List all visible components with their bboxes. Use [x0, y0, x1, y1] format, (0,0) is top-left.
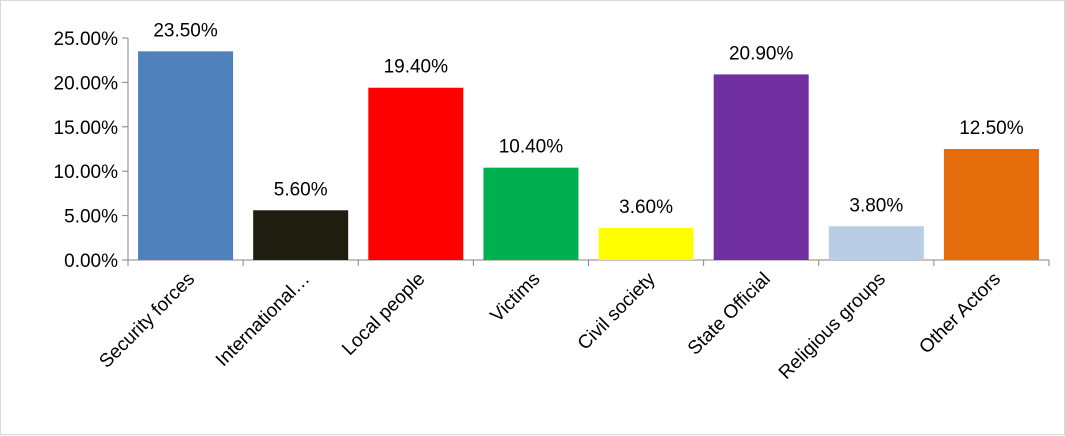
category-label: State Official: [684, 269, 775, 360]
bar: [368, 87, 464, 260]
y-axis: 0.00% 5.00% 10.00% 15.00% 20.00% 25.00%: [54, 29, 129, 272]
y-tick-label: 25.00%: [54, 29, 119, 50]
y-tick-label: 20.00%: [54, 73, 119, 94]
bar: [943, 149, 1039, 260]
category-label: Victims: [487, 269, 545, 327]
data-label: 23.50%: [153, 20, 218, 41]
data-label: 20.90%: [729, 43, 794, 64]
category-labels: Security forces International… Local peopl…: [95, 268, 1005, 383]
category-label: International…: [212, 269, 314, 371]
bars: [138, 51, 1039, 261]
category-label: Religious groups: [775, 269, 890, 384]
y-tick-label: 0.00%: [64, 251, 118, 272]
category-label: Other Actors: [915, 269, 1005, 359]
data-label: 3.80%: [849, 195, 903, 216]
bar: [483, 167, 579, 260]
y-tick-label: 10.00%: [54, 162, 119, 183]
bar: [828, 226, 924, 260]
bar: [253, 210, 349, 260]
category-label: Civil society: [574, 268, 660, 354]
x-axis: [127, 259, 1050, 266]
bar: [138, 51, 234, 260]
data-label: 10.40%: [499, 137, 564, 158]
y-tick-label: 15.00%: [54, 118, 119, 139]
data-label: 3.60%: [619, 197, 673, 218]
data-label: 12.50%: [959, 118, 1024, 139]
bar: [598, 228, 694, 260]
category-label: Security forces: [95, 269, 199, 373]
data-labels: 23.50% 5.60% 19.40% 10.40% 3.60% 20.90% 3.80% 1…: [153, 20, 1023, 218]
data-label: 5.60%: [274, 179, 328, 200]
bar: [713, 74, 809, 261]
y-tick-label: 5.00%: [64, 207, 118, 228]
category-label: Local people: [338, 269, 429, 360]
data-label: 19.40%: [384, 57, 449, 78]
